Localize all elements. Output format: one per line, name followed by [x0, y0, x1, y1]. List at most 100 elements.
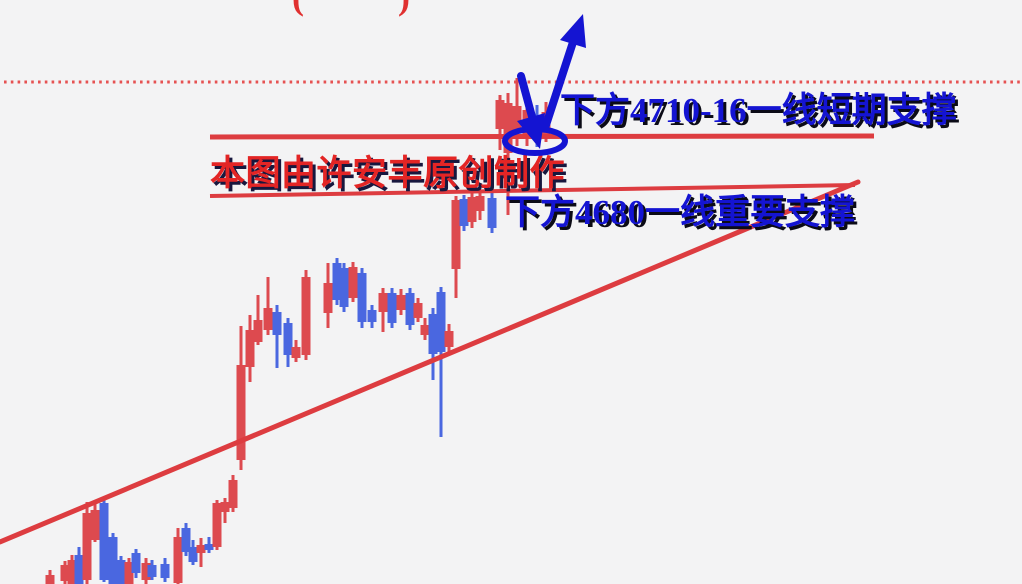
candle — [387, 288, 397, 328]
candle-body — [348, 267, 358, 298]
candle — [196, 538, 206, 567]
candle-body — [60, 565, 70, 581]
candle-body — [357, 273, 367, 322]
candle-body — [503, 103, 513, 153]
candle — [263, 277, 273, 335]
candle-body — [147, 565, 157, 577]
candle — [396, 289, 406, 315]
candle-body — [181, 528, 191, 552]
candle — [173, 528, 183, 584]
candle — [283, 318, 293, 367]
candle — [291, 340, 301, 362]
candle — [60, 561, 70, 584]
candle — [99, 500, 109, 582]
candle — [436, 287, 446, 437]
candle — [467, 192, 477, 228]
candle — [160, 558, 170, 582]
candle-body — [283, 323, 293, 355]
candle — [339, 263, 349, 312]
candle-body — [444, 331, 454, 347]
candle — [378, 288, 388, 332]
candle-body — [263, 308, 273, 330]
candle-body — [495, 100, 505, 129]
candle — [245, 315, 255, 382]
candle — [323, 263, 333, 328]
candle — [405, 288, 415, 330]
candle-body — [116, 560, 126, 584]
candle-body — [74, 555, 84, 584]
candle — [45, 570, 55, 584]
candle-body — [220, 502, 230, 512]
candle — [212, 500, 222, 550]
candle-body — [90, 510, 100, 540]
support-label-4680: 下方4680一线重要支撑 — [505, 193, 856, 232]
candle-body — [301, 277, 311, 355]
candle-body — [436, 292, 446, 352]
candle-body — [236, 365, 246, 460]
candle-body — [512, 106, 522, 132]
candle-body — [451, 200, 461, 269]
candle-body — [420, 325, 430, 335]
candle-body — [332, 263, 342, 300]
candle-body — [323, 283, 333, 313]
candle — [475, 192, 485, 220]
candle — [532, 105, 542, 147]
candle — [272, 305, 282, 368]
candle-body — [228, 480, 238, 508]
candle — [124, 558, 134, 584]
candle-body — [339, 268, 349, 307]
candle — [90, 502, 100, 542]
candle — [147, 560, 157, 580]
candle — [428, 308, 438, 380]
candle-body — [67, 560, 77, 584]
candle — [413, 298, 423, 322]
candle-body — [522, 110, 532, 138]
candle-body — [467, 197, 477, 222]
candle-body — [212, 503, 222, 547]
candle — [332, 258, 342, 305]
candle — [301, 270, 311, 360]
candle — [67, 555, 77, 584]
candle — [236, 326, 246, 470]
ascending-trendline — [0, 179, 861, 545]
candle-body — [245, 330, 255, 367]
candle-body — [141, 563, 151, 580]
candle-body — [405, 293, 415, 325]
candle — [459, 195, 469, 231]
candle — [495, 95, 505, 150]
candle — [181, 523, 191, 556]
candle — [220, 498, 230, 523]
candle — [420, 318, 430, 340]
candle-body — [541, 112, 551, 135]
candle-body — [45, 575, 55, 584]
candle — [253, 295, 263, 345]
candle — [357, 268, 367, 328]
candle — [444, 324, 454, 355]
candle — [82, 502, 92, 584]
candle — [108, 533, 118, 584]
candle — [204, 537, 214, 553]
candle — [348, 262, 358, 302]
candle-body — [196, 545, 206, 553]
candle — [487, 193, 497, 233]
clipped-text-fragment-left: ( — [292, 0, 304, 18]
candle-body — [82, 513, 92, 580]
candle — [141, 558, 151, 584]
candle-body — [272, 312, 282, 335]
candle-body — [188, 547, 198, 562]
support-line-4680 — [209, 183, 856, 198]
candle — [188, 540, 198, 565]
support-label-4710-16: 下方4710-16一线短期支撑 — [560, 91, 957, 130]
candle-body — [428, 314, 438, 354]
candle-body — [475, 196, 485, 211]
candle-body — [173, 537, 183, 583]
candle-body — [124, 562, 134, 584]
candle-body — [160, 564, 170, 578]
candle-body — [459, 199, 469, 226]
candle-body — [108, 537, 118, 584]
candle-body — [99, 503, 109, 580]
candle — [131, 549, 141, 578]
candle-body — [378, 293, 388, 312]
